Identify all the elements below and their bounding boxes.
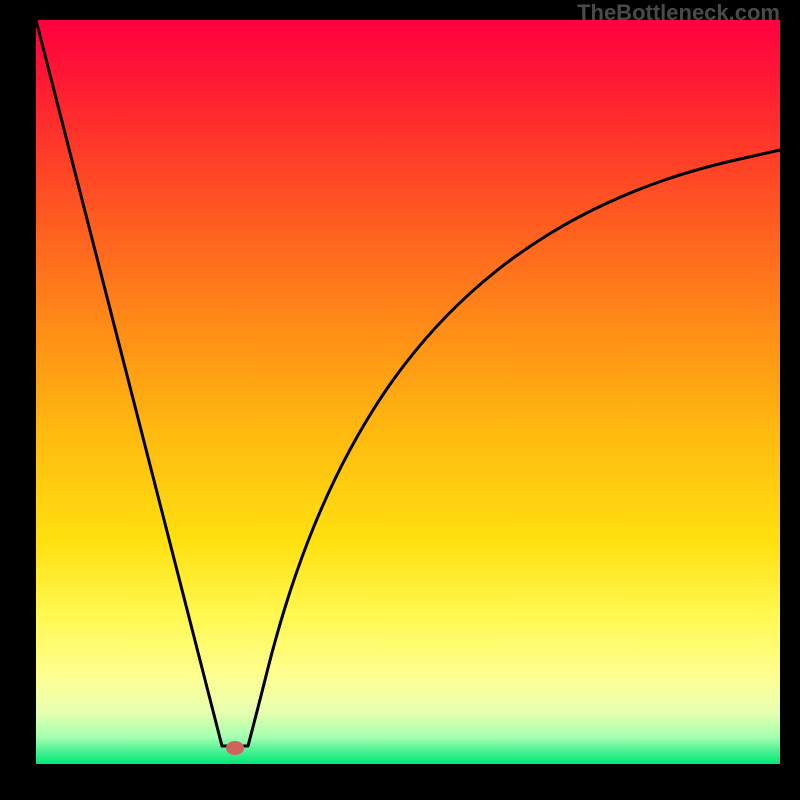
chart-stage: TheBottleneck.com bbox=[0, 0, 800, 800]
plot-gradient-background bbox=[36, 20, 780, 764]
